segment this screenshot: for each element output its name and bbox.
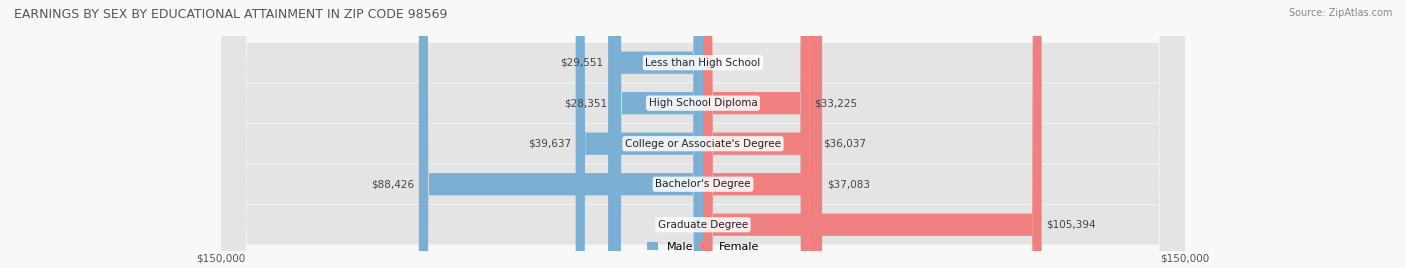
Text: EARNINGS BY SEX BY EDUCATIONAL ATTAINMENT IN ZIP CODE 98569: EARNINGS BY SEX BY EDUCATIONAL ATTAINMEN…	[14, 8, 447, 21]
FancyBboxPatch shape	[221, 0, 1185, 268]
Text: $29,551: $29,551	[560, 58, 603, 68]
Legend: Male, Female: Male, Female	[643, 237, 763, 256]
FancyBboxPatch shape	[612, 0, 703, 268]
Text: Less than High School: Less than High School	[645, 58, 761, 68]
FancyBboxPatch shape	[607, 0, 703, 268]
Text: High School Diploma: High School Diploma	[648, 98, 758, 108]
FancyBboxPatch shape	[575, 0, 703, 268]
FancyBboxPatch shape	[703, 0, 823, 268]
FancyBboxPatch shape	[221, 0, 1185, 268]
Text: Source: ZipAtlas.com: Source: ZipAtlas.com	[1288, 8, 1392, 18]
Text: $39,637: $39,637	[527, 139, 571, 149]
FancyBboxPatch shape	[703, 0, 818, 268]
Text: $33,225: $33,225	[814, 98, 858, 108]
FancyBboxPatch shape	[221, 0, 1185, 268]
Text: College or Associate's Degree: College or Associate's Degree	[626, 139, 780, 149]
Text: $36,037: $36,037	[824, 139, 866, 149]
Text: $28,351: $28,351	[564, 98, 607, 108]
FancyBboxPatch shape	[221, 0, 1185, 268]
FancyBboxPatch shape	[703, 0, 810, 268]
FancyBboxPatch shape	[221, 0, 1185, 268]
Text: $0: $0	[707, 58, 721, 68]
Text: $88,426: $88,426	[371, 179, 413, 189]
Text: $105,394: $105,394	[1046, 220, 1097, 230]
Text: $0: $0	[685, 220, 699, 230]
Text: $37,083: $37,083	[827, 179, 870, 189]
Text: Graduate Degree: Graduate Degree	[658, 220, 748, 230]
FancyBboxPatch shape	[703, 0, 1042, 268]
Text: Bachelor's Degree: Bachelor's Degree	[655, 179, 751, 189]
FancyBboxPatch shape	[419, 0, 703, 268]
